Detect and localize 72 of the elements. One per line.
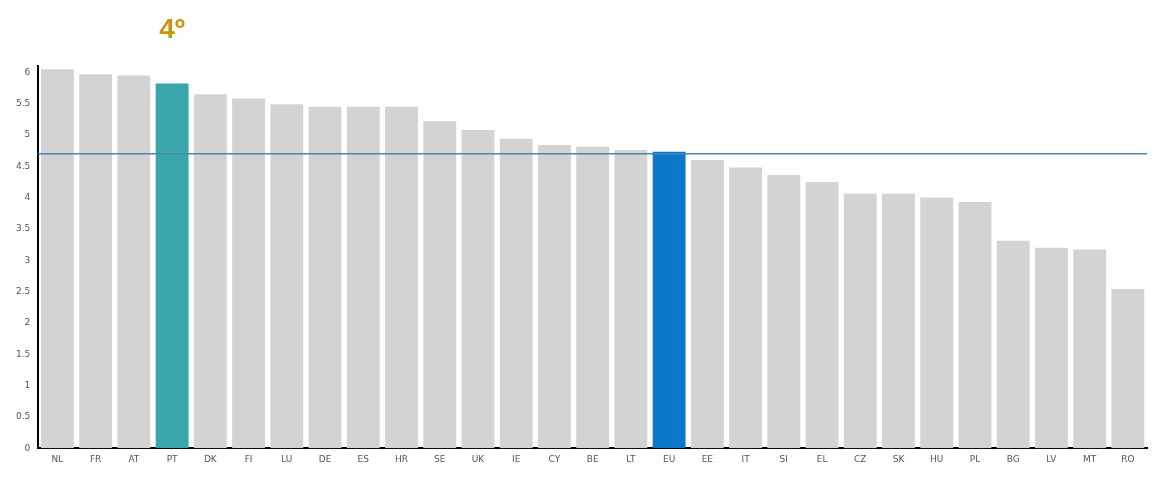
- bar: [767, 175, 801, 449]
- bar: [843, 193, 877, 449]
- y-tick-label: 5.5: [15, 97, 31, 108]
- x-tick-label: MT: [1083, 453, 1097, 464]
- x-tick-label: DK: [203, 453, 218, 464]
- x-tick-label: PL: [969, 453, 981, 464]
- bar: [882, 193, 915, 449]
- bar: [193, 94, 227, 449]
- bar: [155, 83, 189, 449]
- y-tick-label: 0.5: [15, 411, 31, 422]
- x-tick-label: RO: [1121, 453, 1135, 464]
- bar: [461, 129, 495, 449]
- bar: [996, 240, 1030, 449]
- x-tick-label: DE: [318, 453, 332, 464]
- y-tick-label: 1: [24, 379, 31, 390]
- bar: [385, 106, 418, 449]
- bar: [920, 197, 954, 449]
- bar: [40, 69, 74, 449]
- x-tick-label: HU: [930, 453, 944, 464]
- bar: [499, 138, 533, 449]
- bar: [805, 181, 839, 449]
- x-tick-label: SI: [779, 453, 788, 464]
- x-tick-label: LU: [281, 453, 293, 464]
- bar: [614, 149, 648, 449]
- x-tick-label: NL: [51, 453, 64, 464]
- y-tick-label: 4: [24, 191, 31, 202]
- x-tick-label: UK: [471, 453, 486, 464]
- y-tick-label: 4.5: [15, 160, 31, 171]
- bar: [117, 75, 151, 449]
- y-tick-label: 5: [24, 129, 31, 140]
- x-tick-label: CZ: [854, 453, 867, 464]
- x-tick-label: FI: [244, 453, 253, 464]
- x-tick-label: SK: [892, 453, 906, 464]
- x-tick-label: EE: [701, 453, 714, 464]
- bar: [270, 104, 304, 449]
- x-tick-label: LT: [626, 453, 637, 464]
- bar: [423, 121, 457, 449]
- x-tick-label: BG: [1006, 453, 1020, 464]
- x-tick-label: PT: [166, 453, 179, 464]
- x-tick-label: CY: [548, 453, 561, 464]
- y-tick-label: 2: [24, 317, 31, 328]
- x-tick-label: IT: [741, 453, 751, 464]
- bar: [576, 146, 610, 449]
- x-tick-label: SE: [434, 453, 446, 464]
- x-tick-label: ES: [357, 453, 370, 464]
- x-tick-label: BE: [586, 453, 599, 464]
- x-tick-label: HR: [394, 453, 409, 464]
- bar: [308, 106, 342, 449]
- text: 4º: [159, 12, 186, 44]
- bar: [958, 201, 992, 449]
- x-tick-label: EL: [816, 453, 828, 464]
- y-tick-label: 1.5: [15, 348, 31, 359]
- bar: [690, 159, 724, 449]
- y-tick-label: 0: [24, 442, 31, 453]
- bar: [1111, 289, 1145, 449]
- bar: [232, 98, 266, 449]
- y-tick-label: 3.5: [15, 223, 31, 234]
- y-tick-label: 6: [24, 66, 31, 77]
- bar: [1034, 247, 1068, 449]
- x-tick-label: LV: [1046, 453, 1058, 464]
- x-tick-label: IE: [512, 453, 521, 464]
- bar: [729, 167, 763, 449]
- y-tick-label: 3: [24, 254, 31, 265]
- bar: [1073, 249, 1107, 449]
- y-tick-label: 2.5: [15, 285, 31, 296]
- bar: [537, 144, 571, 449]
- x-tick-label: FR: [89, 453, 102, 464]
- x-tick-label: EU: [662, 453, 676, 464]
- bar: [652, 151, 686, 449]
- bar: [346, 106, 380, 449]
- bar: [79, 74, 113, 449]
- x-tick-label: AT: [128, 453, 140, 464]
